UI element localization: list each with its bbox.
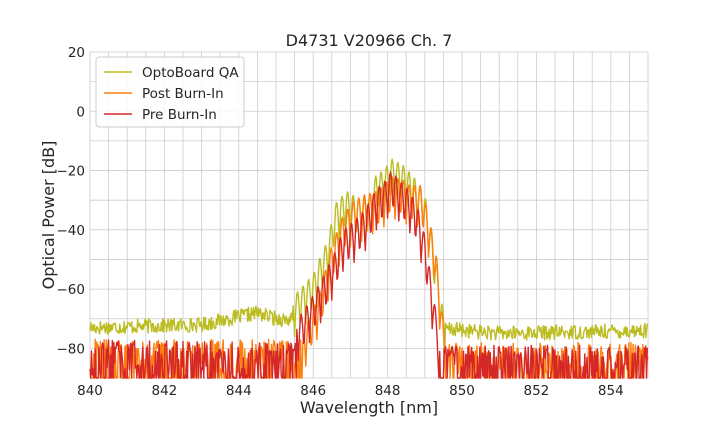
legend-label: Pre Burn-In <box>142 107 217 123</box>
x-tick-label: 844 <box>226 383 252 399</box>
y-tick-label: 20 <box>68 45 85 61</box>
y-axis-label: Optical Power [dB] <box>39 141 58 290</box>
x-tick-label: 854 <box>598 383 624 399</box>
y-tick-label: −20 <box>57 164 86 180</box>
x-tick-label: 842 <box>152 383 178 399</box>
y-tick-label: −60 <box>57 282 86 298</box>
x-tick-label: 852 <box>524 383 550 399</box>
x-tick-label: 846 <box>300 383 326 399</box>
series-layer <box>89 158 649 379</box>
legend-box <box>95 56 245 128</box>
legend-label: OptoBoard QA <box>142 65 239 81</box>
chart-title: D4731 V20966 Ch. 7 <box>286 31 453 50</box>
y-tick-label: −40 <box>57 223 86 239</box>
x-tick-label: 848 <box>375 383 401 399</box>
series-line-pre-burn-in <box>89 171 649 379</box>
y-tick-label: −80 <box>57 341 86 357</box>
legend-label: Post Burn-In <box>142 86 224 102</box>
x-tick-label: 850 <box>449 383 475 399</box>
x-tick-label: 840 <box>77 383 103 399</box>
tick-labels: 840 842 844 846 848 850 852 854 20 0 −20 −40 −60 −80 <box>57 45 624 399</box>
y-tick-label: 0 <box>76 104 85 120</box>
legend: OptoBoard QA Post Burn-In Pre Burn-In <box>95 56 245 128</box>
x-axis-label: Wavelength [nm] <box>300 398 438 417</box>
